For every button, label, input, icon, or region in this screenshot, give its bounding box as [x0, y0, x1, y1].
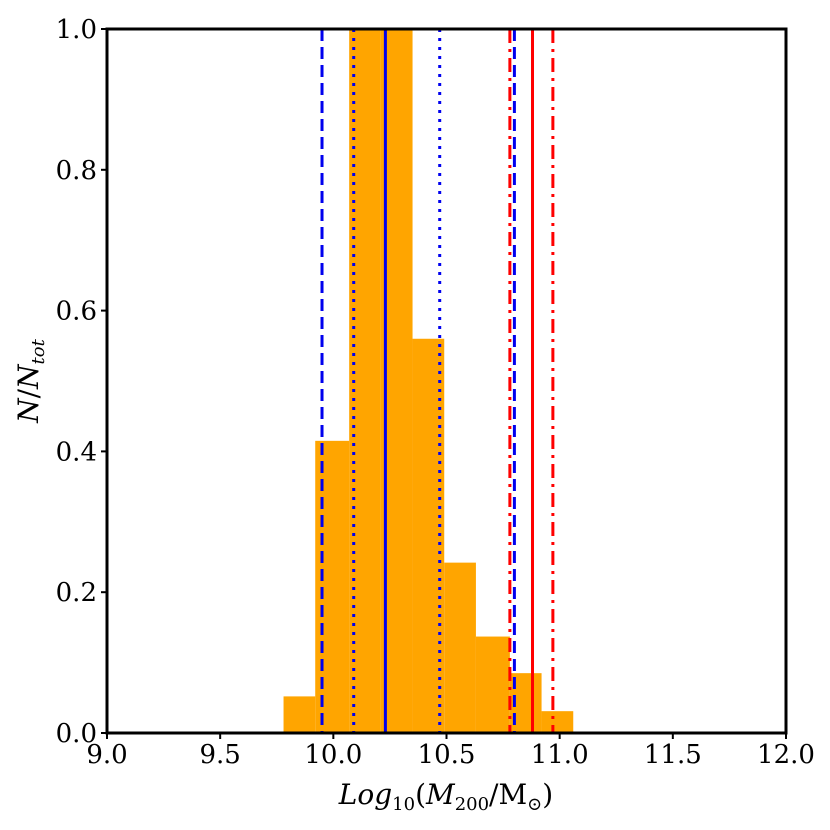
vertical-lines-group: [320, 29, 555, 733]
y-axis-label: N/Ntot: [12, 338, 49, 424]
x-tick-label-4: 11.0: [531, 740, 589, 770]
y-tick-label-5: 1.0: [56, 15, 97, 45]
x-tick-label-1: 9.5: [199, 740, 240, 770]
x-tick-label-5: 11.5: [644, 740, 702, 770]
histogram-bar-8: [541, 711, 574, 733]
x-tick-label-0: 9.0: [86, 740, 127, 770]
y-tick-label-2: 0.4: [56, 437, 97, 467]
x-axis-ticks: 9.0 9.5 10.0 10.5 11.0 11.5 12.0: [86, 733, 815, 770]
histogram-bar-1: [315, 440, 350, 733]
y-tick-label-4: 0.8: [56, 156, 97, 186]
histogram-bar-5: [444, 562, 476, 733]
y-tick-label-3: 0.6: [56, 297, 97, 327]
y-axis-ticks: 0.0 0.2 0.4 0.6 0.8 1.0: [56, 15, 107, 749]
histogram-bar-6: [475, 636, 510, 733]
x-tick-label-2: 10.0: [304, 740, 362, 770]
y-tick-label-0: 0.0: [56, 719, 97, 749]
y-tick-label-1: 0.2: [56, 578, 97, 608]
bars-group: [283, 29, 574, 733]
histogram-bar-0: [283, 696, 316, 733]
x-tick-label-6: 12.0: [757, 740, 815, 770]
x-tick-label-3: 10.5: [418, 740, 476, 770]
x-axis-label: Log10(M200/M⊙): [338, 778, 553, 815]
